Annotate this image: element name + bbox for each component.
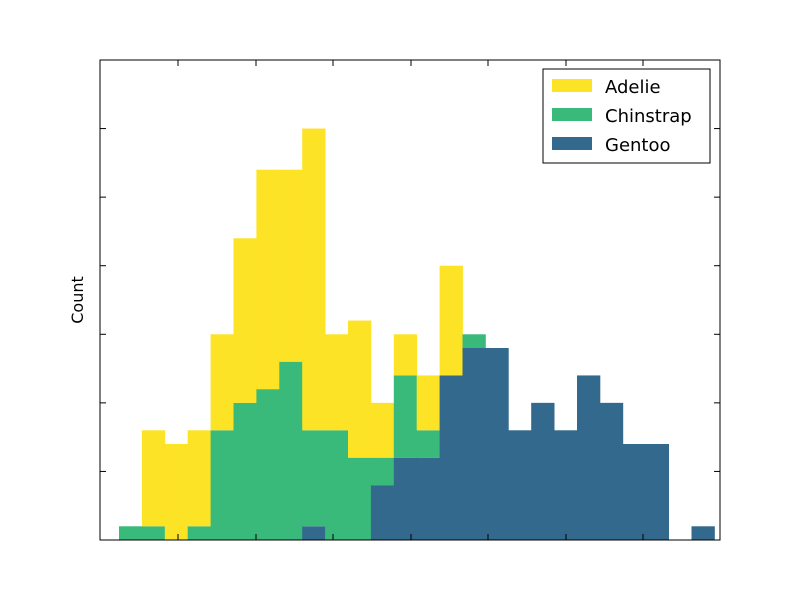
legend-label-adelie: Adelie <box>605 77 661 98</box>
bar-adelie-13 <box>416 375 440 431</box>
axis-ticks <box>100 60 720 540</box>
bar-chinstrap-9 <box>325 430 349 540</box>
bar-chinstrap-11 <box>370 457 395 486</box>
legend: Adelie Chinstrap Gentoo <box>542 68 711 164</box>
legend-swatch-gentoo <box>552 137 592 150</box>
bar-chinstrap-5 <box>233 402 257 540</box>
bars-group <box>119 128 715 540</box>
y-axis-label: Count <box>68 276 87 324</box>
bar-adelie-12 <box>393 334 418 376</box>
bar-chinstrap-13 <box>416 430 440 458</box>
bar-chinstrap-4 <box>210 430 234 540</box>
bar-adelie-5 <box>233 238 257 403</box>
bar-adelie-11 <box>370 402 395 458</box>
bar-gentoo-11 <box>370 485 395 540</box>
bar-gentoo-20 <box>577 375 601 540</box>
bar-adelie-3 <box>187 430 211 527</box>
bar-adelie-10 <box>348 320 372 458</box>
bar-gentoo-13 <box>416 457 440 540</box>
legend-swatch-chinstrap <box>552 108 592 121</box>
bar-adelie-7 <box>279 169 303 362</box>
bar-adelie-1 <box>141 430 166 527</box>
bar-adelie-6 <box>256 169 280 390</box>
bar-chinstrap-12 <box>393 375 418 458</box>
bar-chinstrap-1 <box>141 526 166 540</box>
legend-label-chinstrap: Chinstrap <box>605 106 692 127</box>
bar-gentoo-17 <box>508 430 532 540</box>
bar-adelie-9 <box>325 334 349 431</box>
bar-gentoo-19 <box>554 430 578 540</box>
bar-chinstrap-15 <box>462 334 486 348</box>
bar-gentoo-22 <box>622 444 647 540</box>
bar-gentoo-23 <box>645 444 669 540</box>
bar-adelie-4 <box>210 334 234 431</box>
bar-adelie-8 <box>302 128 326 431</box>
legend-label-gentoo: Gentoo <box>605 135 671 156</box>
bar-chinstrap-10 <box>348 457 372 540</box>
plot-frame <box>99 59 721 541</box>
bar-chinstrap-7 <box>279 361 303 540</box>
bar-chinstrap-3 <box>187 526 211 540</box>
bar-gentoo-8 <box>302 526 326 540</box>
legend-swatch-adelie <box>552 79 592 92</box>
bar-gentoo-15 <box>462 348 486 540</box>
bar-gentoo-21 <box>599 402 624 540</box>
bar-gentoo-18 <box>531 402 555 540</box>
bar-chinstrap-6 <box>256 389 280 540</box>
bar-adelie-14 <box>439 265 463 376</box>
bar-adelie-2 <box>164 444 189 540</box>
bar-gentoo-25 <box>691 526 715 540</box>
bar-chinstrap-0 <box>119 526 143 540</box>
bar-gentoo-14 <box>439 375 463 540</box>
bar-gentoo-12 <box>393 457 418 540</box>
bar-chinstrap-8 <box>302 430 326 527</box>
bar-gentoo-16 <box>485 348 509 540</box>
